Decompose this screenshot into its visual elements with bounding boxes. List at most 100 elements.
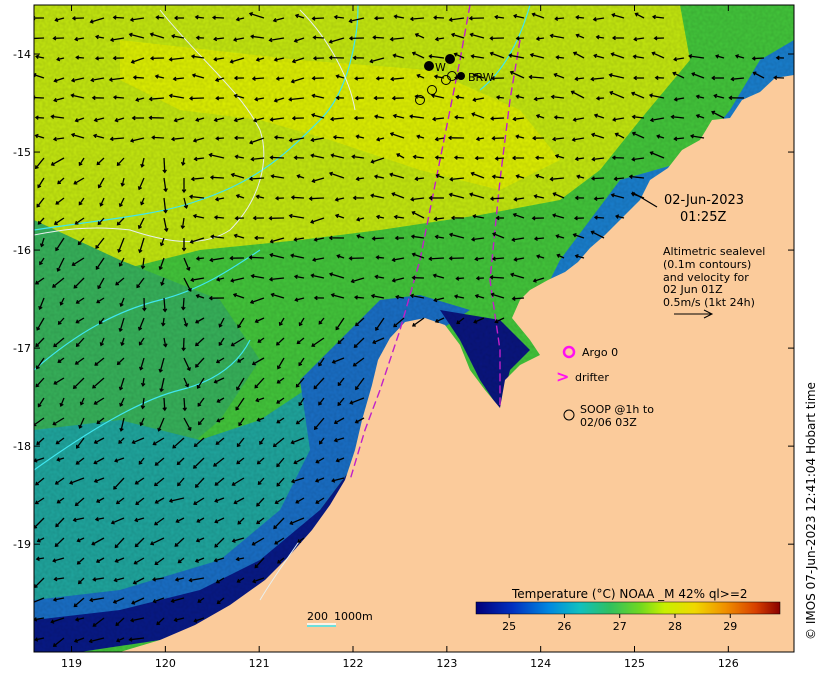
station-brw-marker bbox=[445, 54, 455, 64]
velocity-arrowhead-icon bbox=[432, 116, 437, 122]
velocity-arrowhead-icon bbox=[269, 155, 274, 160]
velocity-arrow bbox=[411, 235, 425, 239]
velocity-arrowhead-icon bbox=[53, 221, 58, 225]
velocity-arrowhead-icon bbox=[96, 498, 101, 503]
velocity-arrow bbox=[97, 277, 105, 289]
velocity-arrowhead-icon bbox=[411, 210, 416, 215]
velocity-arrowhead-icon bbox=[193, 464, 197, 469]
depth-legend: 200 1000m bbox=[307, 610, 373, 627]
velocity-arrowhead-icon bbox=[108, 77, 113, 82]
velocity-arrowhead-icon bbox=[113, 577, 118, 583]
velocity-arrow bbox=[130, 137, 145, 142]
velocity-arrowhead-icon bbox=[74, 220, 79, 225]
velocity-arrowhead-icon bbox=[183, 323, 189, 328]
velocity-arrowhead-icon bbox=[332, 134, 337, 140]
velocity-arrow bbox=[131, 597, 145, 605]
velocity-arrow bbox=[319, 437, 325, 445]
velocity-arrowhead-icon bbox=[168, 498, 173, 503]
velocity-arrowhead-icon bbox=[472, 214, 477, 219]
velocity-arrow bbox=[433, 274, 445, 279]
velocity-arrowhead-icon bbox=[273, 57, 278, 62]
velocity-arrowhead-icon bbox=[433, 74, 438, 79]
velocity-arrow bbox=[309, 197, 325, 200]
velocity-arrowhead-icon bbox=[355, 134, 360, 139]
velocity-arrowhead-icon bbox=[512, 116, 517, 122]
velocity-arrowhead-icon bbox=[416, 73, 421, 79]
velocity-arrowhead-icon bbox=[474, 256, 479, 262]
velocity-arrow bbox=[417, 135, 425, 139]
velocity-arrow bbox=[236, 194, 245, 199]
velocity-arrow bbox=[156, 16, 165, 19]
velocity-arrow bbox=[78, 577, 85, 584]
velocity-arrowhead-icon bbox=[190, 277, 195, 283]
velocity-arrowhead-icon bbox=[250, 156, 255, 162]
velocity-arrowhead-icon bbox=[453, 155, 458, 160]
velocity-arrow bbox=[138, 177, 145, 190]
velocity-arrow bbox=[193, 457, 205, 469]
velocity-arrow bbox=[136, 97, 145, 101]
velocity-arrowhead-icon bbox=[673, 56, 678, 62]
velocity-arrow bbox=[195, 317, 205, 324]
lat-tick-label: -19 bbox=[13, 538, 31, 551]
velocity-arrow bbox=[593, 17, 605, 21]
velocity-arrow bbox=[513, 117, 525, 120]
velocity-arrowhead-icon bbox=[89, 597, 94, 603]
velocity-arrowhead-icon bbox=[551, 136, 557, 142]
velocity-arrow bbox=[109, 77, 125, 81]
velocity-arrowhead-icon bbox=[182, 407, 188, 412]
velocity-arrow bbox=[78, 197, 85, 205]
velocity-arrowhead-icon bbox=[575, 33, 580, 38]
velocity-arrowhead-icon bbox=[376, 137, 381, 142]
velocity-arrowhead-icon bbox=[434, 318, 439, 324]
velocity-arrowhead-icon bbox=[34, 584, 38, 589]
velocity-arrow bbox=[371, 157, 385, 163]
velocity-arrow bbox=[273, 517, 285, 529]
velocity-arrow bbox=[99, 317, 105, 325]
velocity-arrowhead-icon bbox=[37, 220, 42, 225]
velocity-arrowhead-icon bbox=[235, 406, 240, 411]
velocity-arrowhead-icon bbox=[468, 15, 473, 21]
velocity-arrowhead-icon bbox=[213, 36, 218, 42]
velocity-arrowhead-icon bbox=[215, 136, 220, 141]
velocity-arrowhead-icon bbox=[293, 237, 298, 242]
velocity-arrow bbox=[674, 97, 685, 101]
velocity-arrow bbox=[252, 577, 265, 583]
velocity-arrow bbox=[233, 293, 245, 299]
velocity-arrow bbox=[183, 277, 192, 292]
velocity-arrowhead-icon bbox=[610, 193, 615, 198]
velocity-arrow bbox=[573, 52, 585, 59]
velocity-arrow bbox=[373, 36, 385, 39]
velocity-arrow bbox=[213, 16, 225, 19]
velocity-arrowhead-icon bbox=[331, 359, 336, 364]
velocity-arrow bbox=[289, 137, 305, 142]
velocity-arrow bbox=[393, 114, 405, 119]
velocity-arrow bbox=[392, 192, 405, 199]
velocity-arrow bbox=[632, 132, 645, 139]
velocity-arrow bbox=[629, 175, 645, 179]
sealevel-contours bbox=[34, 5, 531, 471]
velocity-arrow bbox=[96, 417, 105, 424]
velocity-arrowhead-icon bbox=[230, 278, 235, 283]
velocity-arrow bbox=[135, 517, 145, 522]
velocity-arrow bbox=[172, 437, 185, 449]
velocity-arrowhead-icon bbox=[163, 188, 168, 193]
velocity-arrow bbox=[189, 577, 205, 582]
velocity-arrowhead-icon bbox=[218, 323, 223, 328]
velocity-arrow bbox=[35, 134, 45, 139]
velocity-arrow bbox=[396, 153, 405, 159]
velocity-arrow bbox=[273, 437, 285, 447]
velocity-arrow bbox=[250, 297, 265, 304]
velocity-arrow bbox=[277, 557, 285, 564]
velocity-arrowhead-icon bbox=[574, 156, 579, 162]
velocity-arrow bbox=[197, 397, 205, 407]
velocity-arrow bbox=[90, 597, 105, 601]
velocity-arrow bbox=[374, 115, 385, 119]
velocity-arrow bbox=[51, 115, 65, 119]
velocity-arrowhead-icon bbox=[335, 74, 340, 79]
velocity-arrow bbox=[573, 117, 585, 121]
velocity-arrow bbox=[54, 77, 65, 82]
velocity-arrowhead-icon bbox=[308, 196, 313, 201]
velocity-arrowhead-icon bbox=[512, 155, 516, 161]
velocity-arrowhead-icon bbox=[612, 117, 617, 122]
velocity-arrowhead-icon bbox=[595, 34, 600, 40]
